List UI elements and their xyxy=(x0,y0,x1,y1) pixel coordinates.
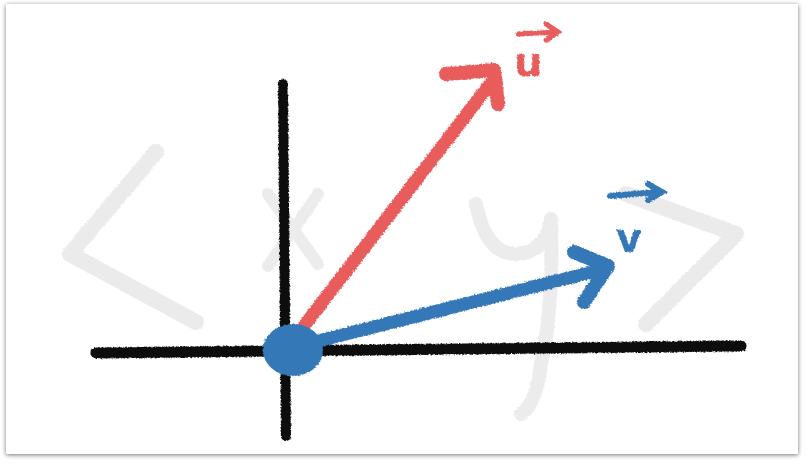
background-mark-y xyxy=(469,197,559,421)
vector-v-label-arrow xyxy=(607,181,669,203)
origin-point xyxy=(263,324,323,376)
vector-v-shaft xyxy=(299,262,611,351)
vector-v-label: v xyxy=(616,216,642,262)
vector-diagram: u v xyxy=(62,21,747,441)
background-mark-greater-than xyxy=(618,186,744,332)
y-axis xyxy=(278,79,291,441)
label-v-group: v xyxy=(607,181,669,262)
vector-u-shaft xyxy=(287,77,497,346)
label-u-group: u xyxy=(514,21,563,86)
background-mark-less-than xyxy=(62,144,204,330)
background-mark-x xyxy=(262,188,324,272)
vector-u xyxy=(287,63,505,346)
vector-u-arrowhead xyxy=(439,63,505,111)
x-axis xyxy=(90,340,747,359)
vector-u-label: u xyxy=(514,40,542,86)
vector-v-arrowhead xyxy=(567,245,615,309)
axes xyxy=(90,79,747,441)
vector-v xyxy=(299,245,615,351)
vector-u-label-arrow xyxy=(515,21,563,43)
diagram-frame: u v xyxy=(6,4,798,454)
